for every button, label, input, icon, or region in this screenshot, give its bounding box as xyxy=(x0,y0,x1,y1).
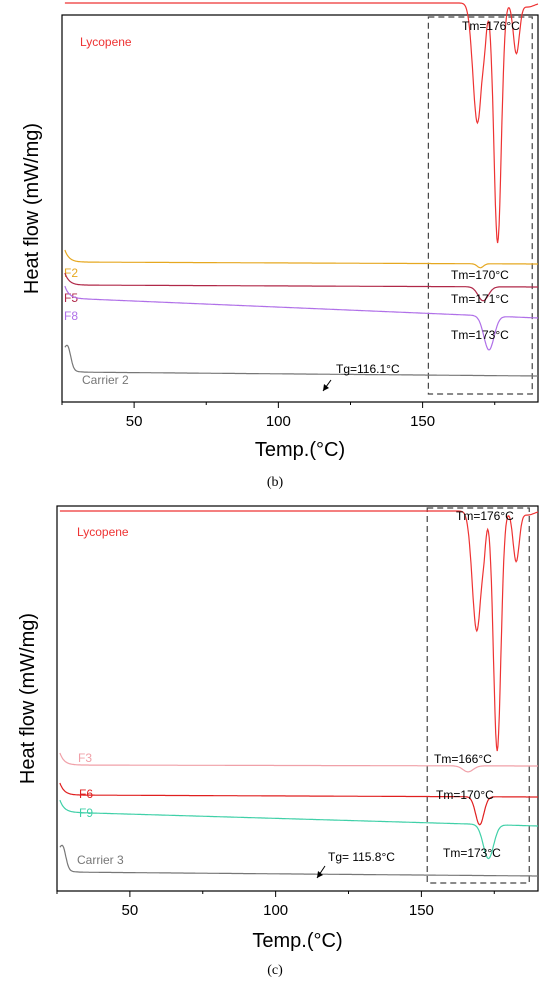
x-tick-label: 150 xyxy=(409,902,434,919)
series-line-f3 xyxy=(59,752,538,773)
highlight-box xyxy=(426,507,530,884)
plot-frame xyxy=(61,14,539,403)
chart-b-svg: 50 100 150 Temp.(°C) Heat flow (mW/mg) (b) Lyc… xyxy=(21,2,539,490)
annotation-tm-173-c: Tm=173°C xyxy=(451,328,509,342)
x-tick-label: 150 xyxy=(410,413,435,430)
annotation-tm-170-c: Tm=170°C xyxy=(436,788,494,802)
series-label-f5: F5 xyxy=(64,291,78,305)
x-axis-title: Temp.(°C) xyxy=(252,930,342,952)
panel-label: (c) xyxy=(267,963,283,978)
annotation-tg-116-1-c: Tg=116.1°C xyxy=(336,362,400,376)
annotation-tm-171-c: Tm=171°C xyxy=(451,292,509,306)
series-label-f3: F3 xyxy=(78,751,92,765)
series-label-f8: F8 xyxy=(64,309,78,323)
series-label-lycopene: Lycopene xyxy=(80,35,132,49)
y-axis-title: Heat flow (mW/mg) xyxy=(17,613,39,784)
x-tick-label: 50 xyxy=(122,902,139,919)
series-label-f9: F9 xyxy=(79,806,93,820)
series-line-f9 xyxy=(59,799,538,860)
x-tick-label: 100 xyxy=(266,413,291,430)
panel-label: (b) xyxy=(267,475,284,490)
x-axis-title: Temp.(°C) xyxy=(255,439,345,461)
chart-c-svg: 50 100 150 Temp.(°C) Heat flow (mW/mg) (c) Lyc… xyxy=(17,505,539,978)
highlight-box xyxy=(427,16,533,395)
series-line-lycopene xyxy=(59,510,539,752)
x-tick-label: 100 xyxy=(263,902,288,919)
series-line-carrier-2 xyxy=(64,344,538,377)
annotation-tm-173-c: Tm=173°C xyxy=(443,846,501,860)
series-label-carrier-3: Carrier 3 xyxy=(77,853,124,867)
series-label-carrier-2: Carrier 2 xyxy=(82,373,129,387)
annotation-tg-115-8-c: Tg= 115.8°C xyxy=(328,850,395,864)
annotation-tm-176-c: Tm=176°C xyxy=(456,509,514,523)
series-label-f6: F6 xyxy=(79,787,93,801)
series-line-f6 xyxy=(59,782,538,826)
tg-arrow-head xyxy=(323,384,329,391)
annotation-tm-170-c: Tm=170°C xyxy=(451,268,509,282)
x-tick-label: 50 xyxy=(126,413,143,430)
tg-arrow-head xyxy=(317,871,323,878)
dsc-chart-panel-b: 50 100 150 Temp.(°C) Heat flow (mW/mg) (b) Lyc… xyxy=(21,2,539,490)
plot-frame xyxy=(56,505,539,892)
annotation-tm-176-c: Tm=176°C xyxy=(462,19,520,33)
series-label-lycopene: Lycopene xyxy=(77,525,129,539)
series-line-lycopene xyxy=(64,2,539,244)
dsc-chart-panel-c: 50 100 150 Temp.(°C) Heat flow (mW/mg) (c) Lyc… xyxy=(0,494,550,983)
series-line-f2 xyxy=(64,249,538,269)
annotation-tm-166-c: Tm=166°C xyxy=(434,752,492,766)
series-line-f8 xyxy=(64,285,538,351)
series-label-f2: F2 xyxy=(64,266,78,280)
series-line-carrier-3 xyxy=(59,844,538,877)
series-line-f5 xyxy=(64,272,538,302)
y-axis-title: Heat flow (mW/mg) xyxy=(21,123,43,294)
